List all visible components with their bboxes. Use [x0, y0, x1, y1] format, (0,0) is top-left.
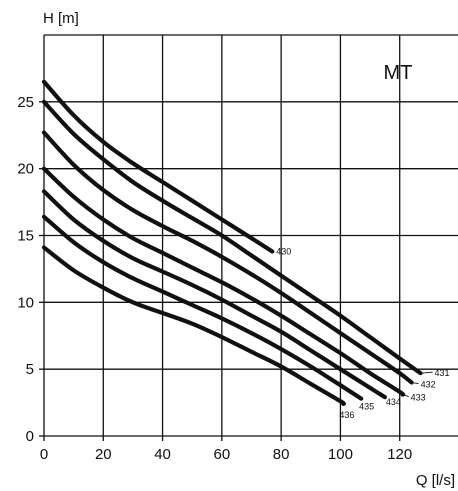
- y-tick-label-15: 15: [17, 228, 34, 245]
- label-leader-431: [420, 371, 433, 374]
- y-tick-labels: 0 5 10 15 20 25: [17, 94, 44, 445]
- y-tick-label-5: 5: [26, 361, 34, 378]
- x-tick-label-0: 0: [40, 446, 48, 463]
- x-tick-labels: 0 20 40 60 80 100 120: [40, 436, 412, 463]
- series-label-433: 433: [411, 393, 426, 403]
- x-tick-label-20: 20: [95, 446, 112, 463]
- series-label-431: 431: [434, 368, 449, 378]
- x-tick-label-40: 40: [154, 446, 171, 463]
- x-tick-label-80: 80: [273, 446, 290, 463]
- y-tick-label-0: 0: [26, 428, 34, 445]
- series-labels: 430 431 432 433 434 435 436: [276, 247, 449, 420]
- x-tick-label-100: 100: [328, 446, 353, 463]
- series-label-434: 434: [386, 397, 401, 407]
- x-axis-title: Q [l/s]: [416, 472, 455, 489]
- y-tick-label-10: 10: [17, 294, 34, 311]
- grid: [44, 35, 458, 436]
- label-leader-432: [411, 382, 419, 384]
- y-tick-label-25: 25: [17, 94, 34, 111]
- curve-434: [41, 189, 387, 400]
- label-leader-433: [402, 394, 409, 397]
- curve-433: [41, 166, 406, 397]
- series-label-430: 430: [276, 247, 291, 257]
- panel-label: MT: [384, 62, 413, 84]
- y-tick-label-20: 20: [17, 161, 34, 178]
- curve-432: [41, 130, 414, 385]
- x-tick-label-60: 60: [214, 446, 231, 463]
- x-tick-label-120: 120: [387, 446, 412, 463]
- pump-curves: [41, 79, 423, 406]
- series-label-435: 435: [359, 402, 374, 412]
- y-axis-title: H [m]: [43, 10, 79, 27]
- curve-431: [41, 99, 423, 376]
- curve-436: [41, 245, 346, 406]
- curve-435: [41, 214, 364, 401]
- series-label-432: 432: [421, 380, 436, 390]
- series-label-436: 436: [339, 410, 354, 420]
- curve-430: [41, 79, 275, 254]
